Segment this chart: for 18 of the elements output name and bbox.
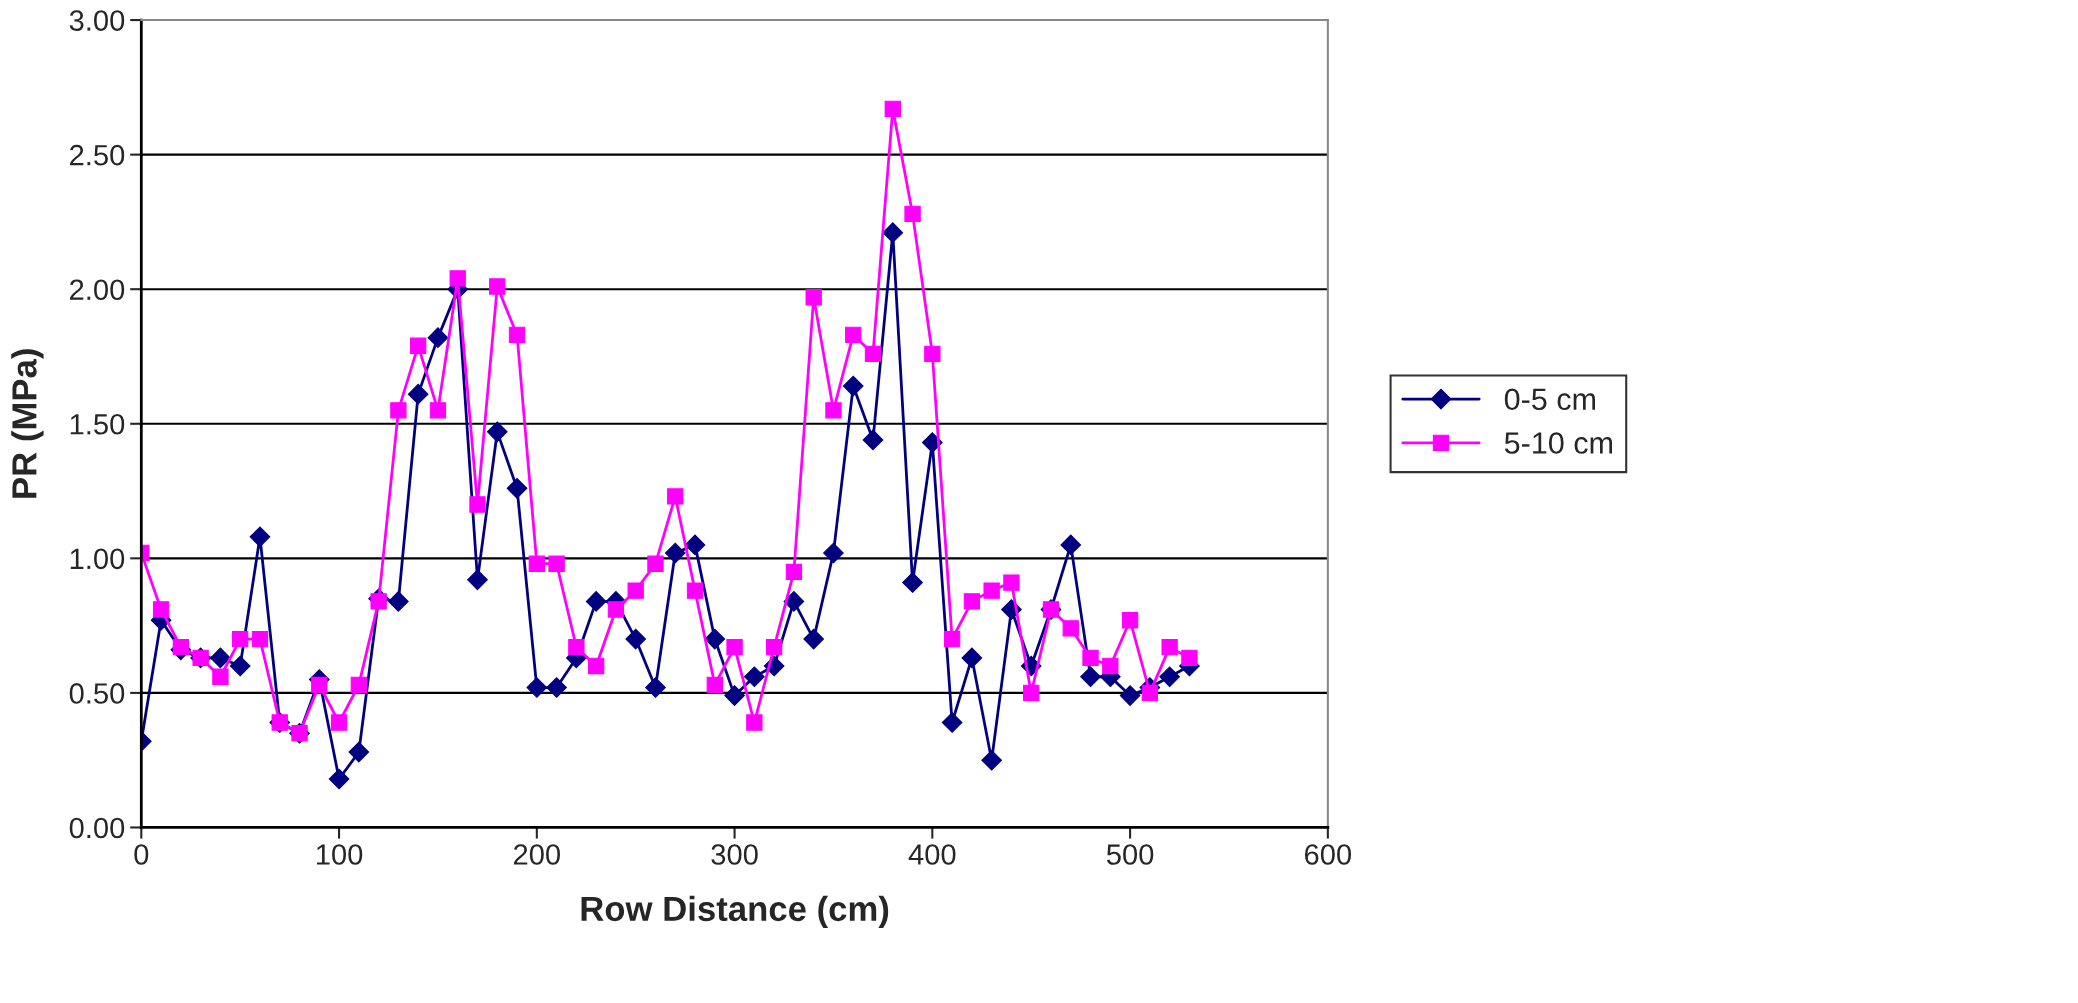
y-tick-label: 1.50 bbox=[70, 413, 125, 435]
y-axis-title: PR (MPa) bbox=[11, 349, 44, 498]
y-tick-label: 0.00 bbox=[69, 817, 125, 839]
legend-label: 5-10 cm bbox=[1504, 432, 1612, 454]
y-tick-label: 2.50 bbox=[70, 144, 125, 166]
y-tick-label: 1.00 bbox=[70, 548, 125, 570]
x-tick-label: 400 bbox=[908, 844, 956, 865]
x-tick-label: 100 bbox=[316, 844, 363, 865]
x-tick-label: 500 bbox=[1106, 844, 1154, 865]
x-axis-title: Row Distance (cm) bbox=[581, 895, 889, 928]
y-tick-label: 2.00 bbox=[70, 279, 125, 301]
x-tick-label: 300 bbox=[711, 844, 758, 865]
x-tick-label: 600 bbox=[1304, 844, 1352, 865]
x-tick-label: 0 bbox=[134, 844, 149, 865]
x-tick-label: 200 bbox=[513, 844, 561, 865]
y-tick-label: 0.50 bbox=[69, 683, 125, 704]
legend-label: 0-5 cm bbox=[1504, 388, 1595, 411]
y-tick-label: 3.00 bbox=[69, 10, 125, 31]
